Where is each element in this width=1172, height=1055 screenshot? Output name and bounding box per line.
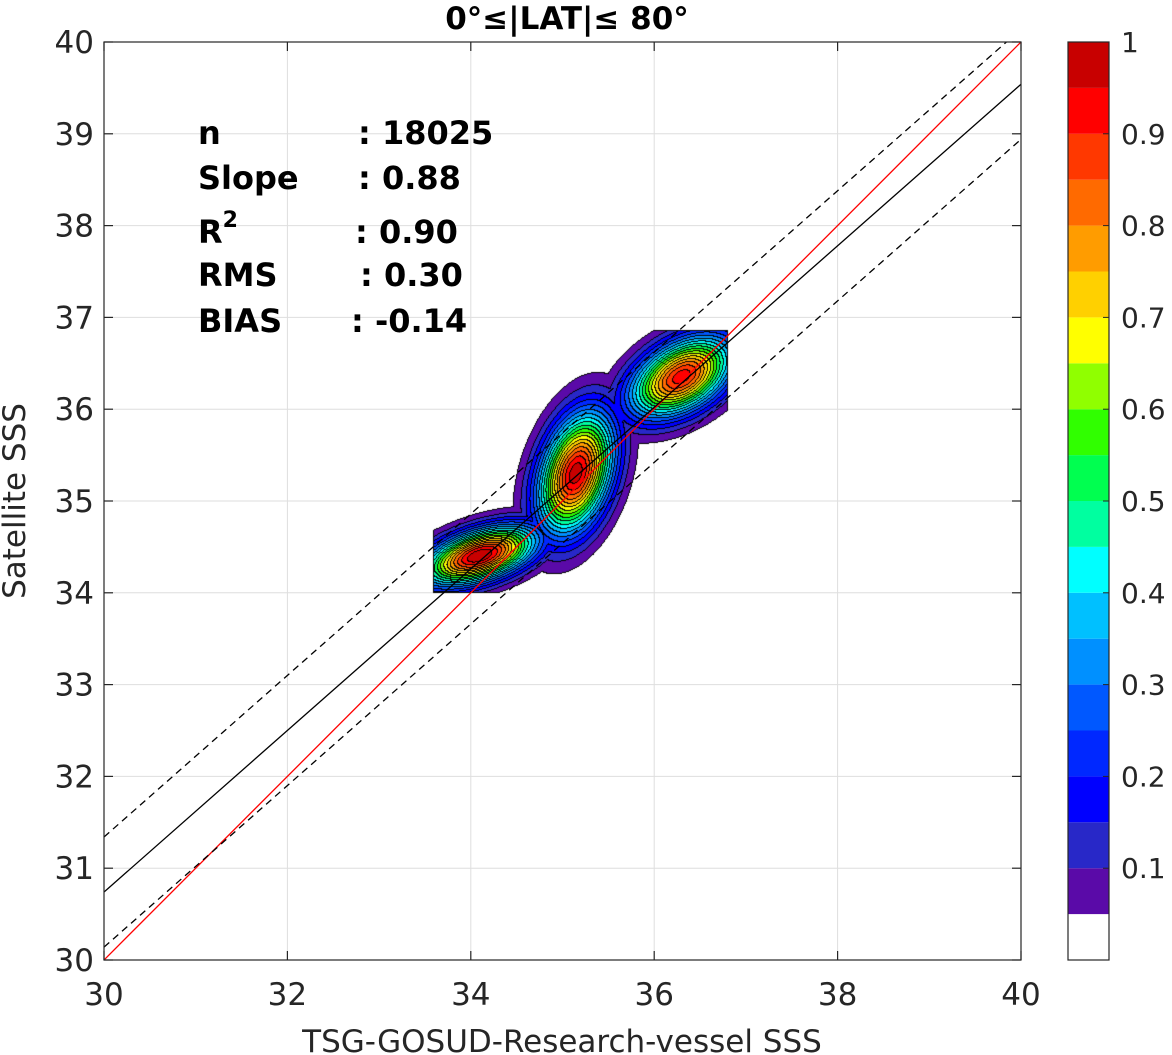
colorbar-segment bbox=[1068, 225, 1109, 272]
colorbar-segment bbox=[1068, 317, 1109, 364]
colorbar-segment bbox=[1068, 133, 1109, 180]
y-tick-label: 33 bbox=[55, 668, 94, 704]
y-tick-label: 37 bbox=[55, 300, 94, 336]
axis-ticks: 30 32 34 36 38 40 30 31 32 33 34 35 36 37 38 39 40 bbox=[55, 25, 1041, 1013]
colorbar-segment bbox=[1068, 409, 1109, 456]
x-tick-label: 36 bbox=[634, 977, 673, 1013]
colorbar-segment bbox=[1068, 684, 1109, 731]
colorbar-segment bbox=[1068, 455, 1109, 501]
colorbar-segment bbox=[1068, 730, 1109, 777]
stat-rms-label: RMS bbox=[198, 256, 278, 294]
colorbar-segment bbox=[1068, 868, 1109, 915]
colorbar-tick-label: 0.4 bbox=[1121, 577, 1166, 610]
colorbar-segment bbox=[1068, 501, 1109, 547]
stat-r2-value: : 0.90 bbox=[355, 213, 458, 251]
stat-r2-superscript: 2 bbox=[223, 208, 238, 233]
colorbar-segment bbox=[1068, 179, 1109, 226]
y-tick-label: 38 bbox=[55, 209, 94, 245]
line-fit bbox=[104, 83, 1021, 893]
colorbar-segment bbox=[1068, 271, 1109, 318]
stat-n-label: n bbox=[198, 114, 221, 152]
colorbar-segment bbox=[1068, 776, 1109, 823]
colorbar-tick-label: 0.8 bbox=[1121, 210, 1166, 243]
x-tick-label: 32 bbox=[268, 977, 307, 1013]
colorbar: 0.1 0.2 0.3 0.4 0.5 0.6 0.7 0.8 0.9 1 bbox=[1067, 26, 1166, 961]
colorbar-segment bbox=[1068, 363, 1109, 410]
statistics-box: n : 18025 Slope : 0.88 R2 : 0.90 RMS : 0… bbox=[198, 114, 493, 340]
y-tick-label: 39 bbox=[55, 117, 94, 153]
colorbar-segment bbox=[1068, 42, 1109, 88]
colorbar-segment bbox=[1068, 638, 1109, 685]
regression-lines bbox=[104, 42, 1021, 960]
x-tick-label: 38 bbox=[818, 977, 857, 1013]
x-tick-label: 30 bbox=[84, 977, 123, 1013]
x-tick-label: 40 bbox=[1001, 977, 1040, 1013]
colorbar-segment bbox=[1068, 592, 1109, 639]
y-tick-label: 32 bbox=[55, 759, 94, 795]
colorbar-tick-label: 0.6 bbox=[1121, 393, 1166, 426]
y-tick-label: 30 bbox=[55, 943, 94, 979]
y-axis-label: Satellite SSS bbox=[0, 403, 33, 599]
colorbar-segment bbox=[1068, 822, 1109, 869]
chart-title: 0°≤|LAT|≤ 80° bbox=[445, 1, 689, 37]
colorbar-tick-label: 0.2 bbox=[1121, 760, 1166, 793]
colorbar-segment bbox=[1068, 914, 1109, 960]
x-axis-label: TSG-GOSUD-Research-vessel SSS bbox=[301, 1024, 822, 1055]
colorbar-tick-label: 1 bbox=[1121, 26, 1139, 59]
x-tick-label: 34 bbox=[451, 977, 490, 1013]
y-tick-label: 31 bbox=[55, 851, 94, 887]
colorbar-tick-label: 0.3 bbox=[1121, 669, 1166, 702]
colorbar-tick-label: 0.9 bbox=[1121, 118, 1166, 151]
colorbar-segment bbox=[1068, 546, 1109, 593]
stat-bias-label: BIAS bbox=[198, 302, 282, 340]
y-tick-label: 36 bbox=[55, 392, 94, 428]
stat-slope-value: : 0.88 bbox=[358, 159, 461, 197]
stat-r2-label-base: R bbox=[198, 213, 223, 251]
colorbar-segment bbox=[1068, 87, 1109, 134]
y-tick-label: 40 bbox=[55, 25, 94, 61]
colorbar-tick-label: 0.5 bbox=[1121, 485, 1166, 518]
stat-slope-label: Slope bbox=[198, 159, 299, 197]
y-tick-label: 34 bbox=[55, 576, 94, 612]
colorbar-tick-label: 0.1 bbox=[1121, 852, 1166, 885]
colorbar-tick-label: 0.7 bbox=[1121, 301, 1166, 334]
stat-rms-value: : 0.30 bbox=[360, 256, 463, 294]
y-tick-label: 35 bbox=[55, 484, 94, 520]
stat-n-value: : 18025 bbox=[358, 114, 493, 152]
stat-bias-value: : -0.14 bbox=[351, 302, 467, 340]
line-one-to-one bbox=[104, 42, 1021, 960]
stat-r2-label: R2 bbox=[198, 208, 238, 251]
